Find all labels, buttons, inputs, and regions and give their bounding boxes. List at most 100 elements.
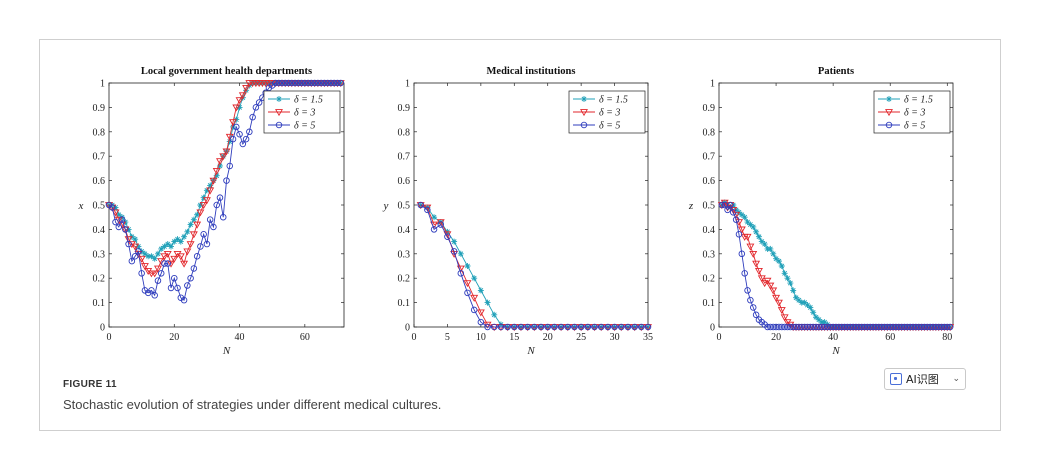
data-point [239, 140, 247, 148]
y-tick-label: 0.5 [93, 201, 106, 212]
ai-image-recognition-button[interactable]: AI识图 ⌄ [884, 368, 966, 390]
data-point [718, 201, 726, 209]
data-point [321, 79, 328, 87]
data-point [200, 231, 207, 238]
y-tick-label: 0.1 [398, 298, 411, 309]
data-point [766, 282, 775, 290]
chevron-down-icon: ⌄ [952, 374, 960, 384]
legend: δ = 1.5 δ = 3 δ = 5 [873, 90, 951, 134]
data-point [774, 299, 783, 307]
data-point [813, 314, 820, 321]
data-point [577, 323, 585, 331]
data-point [815, 316, 822, 323]
x-tick-label: 60 [885, 332, 895, 343]
data-point [229, 135, 237, 143]
data-point [131, 252, 139, 260]
data-point [770, 250, 777, 257]
data-point [457, 270, 465, 277]
data-point [161, 260, 168, 267]
data-point [295, 79, 302, 87]
data-point [750, 223, 757, 230]
y-tick-label: 0.6 [703, 176, 716, 187]
legend-label: δ = 1.5 [294, 95, 323, 106]
data-point [124, 236, 133, 244]
data-point [767, 245, 774, 252]
y-tick-label: 0.6 [93, 176, 106, 187]
data-point [557, 323, 565, 331]
legend-label: δ = 3 [904, 108, 925, 119]
data-point [163, 250, 172, 258]
legend-label: δ = 1.5 [599, 95, 628, 106]
data-point [242, 135, 250, 143]
data-point [272, 79, 279, 87]
data-point [125, 226, 132, 233]
data-point [206, 187, 215, 195]
x-tick-label: 80 [942, 332, 952, 343]
x-tick-label: 5 [445, 332, 450, 343]
y-tick-label: 0.2 [398, 274, 411, 285]
y-tick-label: 0.3 [398, 249, 411, 260]
data-point [236, 104, 243, 111]
data-point [772, 294, 781, 302]
y-tick-label: 0.8 [398, 127, 411, 138]
y-tick-label: 0.6 [398, 176, 411, 187]
x-tick-label: 20 [771, 332, 781, 343]
data-point [215, 158, 224, 166]
legend-marker [885, 121, 893, 129]
data-point [285, 79, 292, 87]
data-point [180, 296, 188, 304]
y-tick-label: 0.1 [93, 298, 106, 309]
y-tick-label: 0 [405, 323, 410, 334]
data-point [732, 216, 740, 223]
data-point [437, 221, 444, 228]
x-tick-label: 40 [235, 332, 245, 343]
data-point [810, 309, 817, 316]
x-tick-label: 20 [169, 332, 179, 343]
data-point [255, 99, 263, 106]
data-point [176, 253, 185, 261]
data-point [763, 277, 772, 285]
y-tick-label: 0.9 [93, 103, 106, 114]
data-point [249, 113, 256, 121]
data-point [164, 260, 171, 267]
data-point [115, 223, 123, 231]
data-point [148, 287, 155, 294]
data-point [252, 104, 260, 111]
data-point [743, 233, 752, 241]
data-point [463, 280, 472, 288]
data-point [212, 167, 221, 175]
data-point [157, 270, 165, 277]
data-point [216, 194, 224, 201]
x-tick-label: 35 [643, 332, 653, 343]
data-point [235, 97, 244, 105]
chart-title: Local government health departments [141, 66, 312, 77]
data-point [504, 323, 511, 331]
data-point [112, 218, 119, 226]
data-point [194, 211, 201, 218]
data-point [780, 314, 789, 322]
data-point [196, 209, 205, 217]
data-point [746, 243, 755, 251]
data-point [804, 302, 811, 309]
y-tick-label: 0.5 [398, 201, 411, 212]
data-point [186, 241, 195, 249]
data-point [517, 323, 525, 331]
data-point [946, 323, 954, 331]
data-point [189, 231, 198, 239]
data-point [219, 213, 227, 221]
x-tick-label: 25 [576, 332, 586, 343]
data-point [327, 79, 335, 87]
data-point [171, 274, 178, 282]
data-point [944, 323, 951, 331]
x-tick-label: 30 [610, 332, 620, 343]
data-point [184, 282, 191, 289]
data-point [232, 104, 241, 112]
y-tick-label: 0.4 [93, 225, 106, 236]
data-point [758, 238, 765, 245]
data-point [132, 236, 139, 243]
data-point [787, 280, 794, 287]
y-axis-label: z [688, 200, 694, 212]
y-tick-label: 0.1 [703, 298, 716, 309]
data-point [180, 260, 189, 268]
chart-panel-2: 00.10.20.30.40.50.60.70.80.910 5 10 15 20 25 3… [383, 66, 653, 357]
